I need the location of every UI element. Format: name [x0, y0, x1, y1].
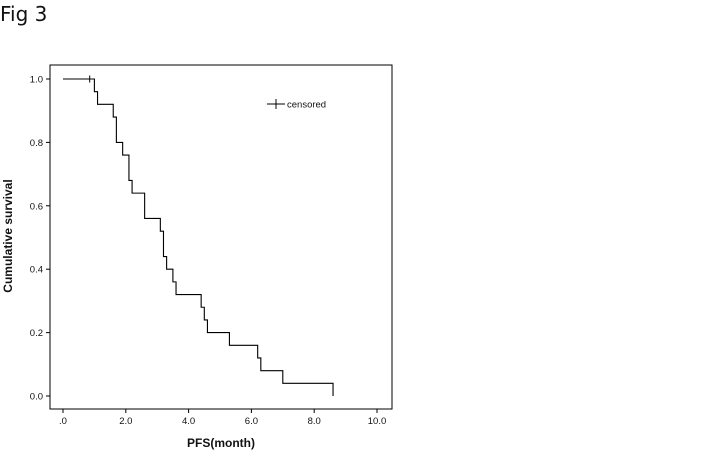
x-tick-label-4: 8.0	[308, 416, 321, 427]
y-tick-label-4: 0.8	[30, 138, 43, 149]
y-tick-label-3: 0.6	[30, 201, 43, 212]
x-tick-label-5: 10.0	[368, 416, 387, 427]
plot-frame	[49, 64, 393, 410]
x-tick-label-0: .0	[59, 416, 67, 427]
y-tick-label-1: 0.2	[30, 328, 43, 339]
y-tick-label-2: 0.4	[30, 265, 43, 276]
x-axis-title: PFS(month)	[187, 436, 255, 450]
x-tick-label-2: 4.0	[182, 416, 195, 427]
y-axis-title: Cumulative survival	[1, 179, 15, 292]
figure-label: Fig 3	[0, 2, 48, 26]
chart-legend: censored	[267, 99, 326, 111]
y-tick-label-0: 0.0	[30, 392, 43, 403]
x-tick-label-3: 6.0	[245, 416, 258, 427]
legend-label-censored: censored	[287, 100, 326, 111]
chart-ticks: .0 2.0 4.0 6.0 8.0 10.0 0.0 0.2 0.4 0.6 0.8 1.0	[30, 75, 386, 428]
chart-plot-area	[63, 75, 334, 396]
y-tick-label-5: 1.0	[30, 75, 43, 86]
survival-step-line-0	[63, 78, 334, 396]
chart-axes	[49, 64, 393, 410]
x-tick-label-1: 2.0	[119, 416, 132, 427]
